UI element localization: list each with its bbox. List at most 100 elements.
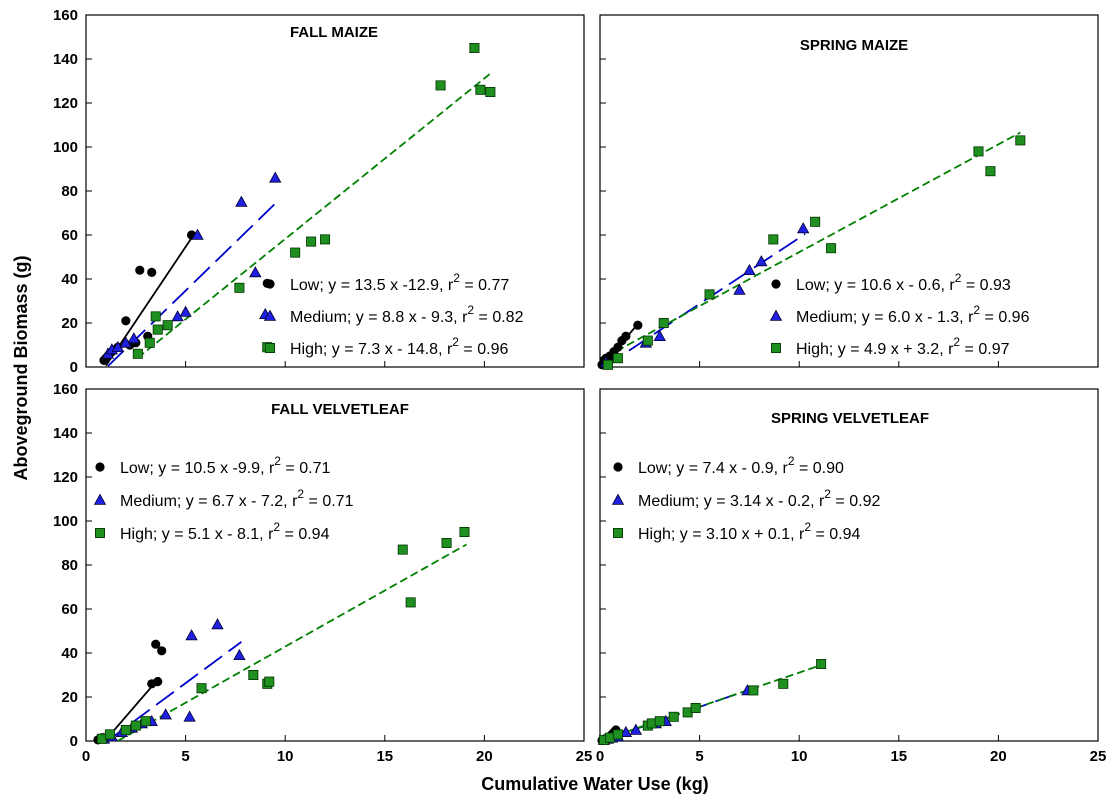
fit-line-high — [117, 543, 467, 742]
x-tick-label: 5 — [181, 748, 189, 765]
legend-marker-low — [771, 279, 781, 289]
data-point-low — [621, 331, 631, 341]
data-point-low — [151, 639, 161, 649]
legend-entry-medium: Medium; y = 8.8 x - 9.3, r2 = 0.82 — [290, 303, 524, 326]
data-point-high — [612, 353, 623, 364]
y-tick-label: 40 — [61, 271, 78, 288]
series-high — [598, 659, 827, 745]
legend: Low; y = 10.6 x - 0.6, r2 = 0.93 Medium; … — [769, 271, 1030, 358]
x-axis-label: Cumulative Water Use (kg) — [481, 774, 708, 794]
y-tick-label: 140 — [53, 51, 78, 68]
panel-title: FALL MAIZE — [290, 24, 378, 41]
y-tick-label: 120 — [53, 469, 78, 486]
y-tick-label: 60 — [61, 227, 78, 244]
data-point-medium — [191, 228, 204, 240]
data-point-high — [748, 685, 759, 696]
data-point-medium — [797, 222, 810, 234]
panel-spring-velvetleaf: 0 5 10 15 20 25 SPRING VELVETLEAF Low; y = 7.4 … — [596, 388, 1107, 765]
legend: Low; y = 7.4 x - 0.9, r2 = 0.90 Medium; y… — [611, 454, 880, 543]
legend-entry-medium: Medium; y = 3.14 x - 0.2, r2 = 0.92 — [638, 487, 880, 510]
fit-line-high — [605, 131, 1021, 358]
data-point-high — [704, 289, 715, 300]
data-point-high — [459, 527, 470, 538]
panel-spring-maize: SPRING MAIZE Low; y = 10.6 x - 0.6, r2 = … — [597, 14, 1099, 370]
data-point-high — [469, 43, 480, 54]
y-tick-label: 60 — [61, 601, 78, 618]
data-point-low — [613, 342, 623, 352]
data-point-low — [135, 265, 145, 275]
legend-entry-low: Low; y = 10.5 x -9.9, r2 = 0.71 — [120, 454, 330, 477]
data-point-medium — [629, 723, 643, 735]
data-point-high — [778, 678, 789, 689]
x-tick-label: 5 — [695, 748, 703, 765]
legend-entry-low: Low; y = 13.5 x -12.9, r2 = 0.77 — [290, 271, 509, 294]
plot-frame — [599, 388, 1099, 742]
data-point-high — [475, 84, 486, 95]
y-axis-label: Aboveground Biomass (g) — [11, 255, 31, 480]
legend-marker-high — [95, 528, 106, 539]
legend-entry-high: High; y = 5.1 x - 8.1, r2 = 0.94 — [120, 520, 330, 543]
data-point-low — [157, 646, 167, 656]
data-point-high — [140, 716, 151, 727]
x-tick-label: 10 — [277, 748, 294, 765]
x-tick-label: 10 — [791, 748, 808, 765]
y-tick-label: 80 — [61, 557, 78, 574]
data-point-high — [690, 703, 701, 714]
panel-fall-velvetleaf: 0 20 40 60 80 100 120 140 160 0 5 10 15 20 25 FALL VELV… — [53, 381, 592, 765]
data-point-high — [150, 311, 161, 322]
x-tick-label: 25 — [1090, 748, 1107, 765]
data-point-low — [147, 267, 157, 277]
y-tick-label: 40 — [61, 645, 78, 662]
data-point-high — [120, 725, 131, 736]
x-tick-label: 25 — [576, 748, 593, 765]
y-tick-label: 160 — [53, 381, 78, 398]
panel-title: SPRING VELVETLEAF — [771, 410, 929, 427]
y-tick-label: 20 — [61, 689, 78, 706]
x-tick-label: 20 — [990, 748, 1007, 765]
data-point-low — [633, 320, 643, 330]
fit-line-medium — [107, 641, 242, 742]
data-point-high — [441, 538, 452, 549]
data-point-high — [152, 324, 163, 335]
legend-marker-low — [613, 462, 623, 472]
data-point-high — [130, 720, 141, 731]
panel-fall-maize: 0 20 40 60 80 100 120 140 160 FALL MAIZE Low; y = … — [53, 7, 585, 376]
y-tick-label: 140 — [53, 425, 78, 442]
y-tick-label: 100 — [53, 139, 78, 156]
data-point-high — [234, 282, 245, 293]
data-point-high — [816, 659, 827, 670]
legend-entry-high: High; y = 3.10 x + 0.1, r2 = 0.94 — [638, 520, 860, 543]
data-point-high — [405, 597, 416, 608]
data-point-medium — [743, 263, 756, 276]
series-high — [602, 135, 1026, 370]
data-point-high — [485, 87, 496, 98]
x-tick-label: 20 — [476, 748, 493, 765]
data-point-high — [320, 234, 331, 245]
data-point-high — [810, 216, 821, 227]
fit-line-medium — [603, 233, 806, 368]
x-tick-label: 15 — [890, 748, 907, 765]
data-point-high — [973, 146, 984, 157]
fit-line-high — [137, 72, 491, 359]
data-point-high — [435, 80, 446, 91]
legend-marker-medium — [611, 493, 625, 505]
legend-marker-high — [771, 342, 782, 353]
legend-entry-medium: Medium; y = 6.7 x - 7.2, r2 = 0.71 — [120, 487, 354, 510]
legend-marker-high — [613, 528, 624, 539]
data-point-high — [132, 348, 143, 359]
y-tick-label: 20 — [61, 315, 78, 332]
data-point-medium — [235, 195, 248, 207]
data-point-medium — [211, 618, 224, 630]
y-tick-label: 120 — [53, 95, 78, 112]
data-point-high — [768, 234, 779, 245]
legend-entry-low: Low; y = 7.4 x - 0.9, r2 = 0.90 — [638, 454, 844, 477]
data-point-high — [602, 359, 613, 370]
panel-title: FALL VELVETLEAF — [271, 401, 409, 418]
data-point-high — [658, 317, 669, 328]
data-point-medium — [619, 725, 633, 737]
legend-marker-low — [95, 462, 105, 472]
data-point-medium — [249, 266, 262, 278]
legend: Low; y = 10.5 x -9.9, r2 = 0.71 Medium; y… — [93, 454, 354, 543]
y-tick-label: 0 — [70, 359, 78, 376]
